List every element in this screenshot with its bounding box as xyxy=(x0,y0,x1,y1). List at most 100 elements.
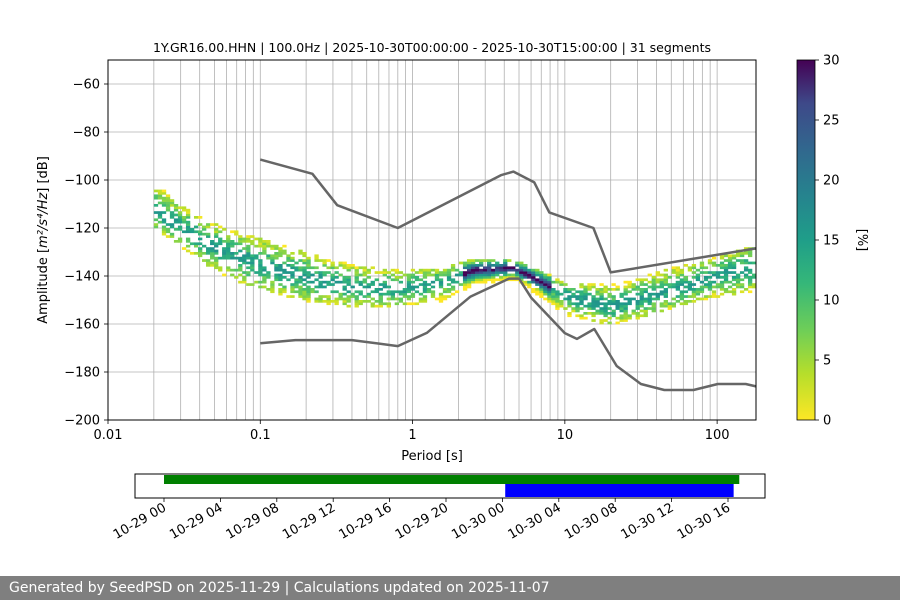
heatmap-cell xyxy=(346,268,351,272)
heatmap-cell xyxy=(699,285,705,289)
heatmap-cell xyxy=(503,271,508,274)
heatmap-cell xyxy=(302,292,307,296)
heatmap-cell xyxy=(173,208,179,212)
heatmap-cell xyxy=(735,273,741,277)
high-noise-model-line xyxy=(259,158,757,274)
heatmap-cell xyxy=(306,276,311,279)
heatmap-cell xyxy=(711,256,717,260)
heatmap-cell xyxy=(491,278,496,282)
heatmap-cell xyxy=(751,276,757,279)
heatmap-cell xyxy=(422,290,428,294)
heatmap-cell xyxy=(234,230,239,234)
heatmap-cell xyxy=(527,285,532,289)
heatmap-cell xyxy=(639,295,644,298)
heatmap-cell xyxy=(254,254,259,258)
heatmap-cell xyxy=(250,264,255,267)
heatmap-cell xyxy=(503,259,508,262)
heatmap-cell xyxy=(322,273,327,277)
heatmap-cell xyxy=(619,319,624,322)
heatmap-cell xyxy=(655,280,660,284)
heatmap-cell xyxy=(446,276,452,279)
heatmap-cell xyxy=(599,321,604,325)
heatmap-cell xyxy=(282,276,287,279)
heatmap-cell xyxy=(242,237,247,241)
heatmap-cell xyxy=(747,252,753,255)
heatmap-cell xyxy=(246,249,251,253)
heatmap-cell xyxy=(495,266,500,270)
heatmap-cell xyxy=(390,292,396,296)
heatmap-cell xyxy=(635,278,640,282)
heatmap-cell xyxy=(318,276,323,279)
heatmap-cell xyxy=(286,271,291,274)
heatmap-cell xyxy=(218,256,223,260)
heatmap-cell xyxy=(262,276,267,279)
heatmap-cell xyxy=(274,264,279,267)
heatmap-cell xyxy=(362,268,367,272)
heatmap-cell xyxy=(354,302,359,306)
heatmap-cell xyxy=(651,297,656,301)
heatmap-cell xyxy=(675,285,681,289)
heatmap-cell xyxy=(346,283,351,286)
heatmap-cell xyxy=(663,290,668,294)
heatmap-cell xyxy=(386,292,391,296)
heatmap-cell xyxy=(719,271,725,274)
heatmap-cell xyxy=(434,273,440,277)
heatmap-cell xyxy=(543,278,548,282)
heatmap-cell xyxy=(731,254,737,258)
heatmap-cell xyxy=(422,276,428,279)
heatmap-cell xyxy=(719,264,725,267)
heatmap-cell xyxy=(511,273,516,277)
heatmap-cell xyxy=(274,273,279,277)
heatmap-cell xyxy=(503,268,508,272)
heatmap-cell xyxy=(230,242,235,246)
heatmap-cell xyxy=(495,273,500,277)
heatmap-cell xyxy=(330,261,335,265)
heatmap-cell xyxy=(711,295,717,298)
heatmap-cell xyxy=(627,290,632,294)
heatmap-cell xyxy=(246,256,251,260)
heatmap-cell xyxy=(250,259,255,262)
heatmap-cell xyxy=(157,189,163,193)
heatmap-cell xyxy=(747,290,753,294)
heatmap-cell xyxy=(226,235,231,238)
heatmap-cell xyxy=(523,276,528,279)
heatmap-cell xyxy=(314,297,319,301)
heatmap-cell xyxy=(185,249,191,253)
heatmap-cell xyxy=(591,283,596,286)
heatmap-cell xyxy=(434,278,440,282)
heatmap-cell xyxy=(611,312,616,315)
heatmap-cell xyxy=(370,283,375,286)
heatmap-cell xyxy=(442,295,448,298)
heatmap-cell xyxy=(466,268,472,272)
heatmap-cell xyxy=(487,268,492,272)
heatmap-cell xyxy=(575,297,580,301)
heatmap-cell xyxy=(246,252,251,255)
heatmap-cell xyxy=(282,268,287,272)
heatmap-cell xyxy=(543,276,548,279)
heatmap-cell xyxy=(189,242,195,246)
heatmap-cell xyxy=(354,297,359,301)
heatmap-cell xyxy=(302,283,307,286)
heatmap-cell xyxy=(214,264,219,267)
heatmap-cell xyxy=(711,273,717,277)
heatmap-cell xyxy=(579,300,584,303)
heatmap-cell xyxy=(282,288,287,291)
heatmap-cell xyxy=(238,259,243,262)
heatmap-cell xyxy=(374,290,379,294)
heatmap-cell xyxy=(575,295,580,298)
heatmap-cell xyxy=(306,266,311,270)
heatmap-cell xyxy=(290,259,295,262)
heatmap-cell xyxy=(470,273,476,277)
heatmap-cell xyxy=(679,271,685,274)
heatmap-cell xyxy=(262,252,267,255)
heatmap-cell xyxy=(286,264,291,267)
heatmap-cell xyxy=(258,266,263,270)
heatmap-cell xyxy=(390,268,396,272)
heatmap-cell xyxy=(382,302,387,306)
heatmap-cell xyxy=(430,292,436,296)
heatmap-cell xyxy=(703,266,709,270)
heatmap-cell xyxy=(358,283,363,286)
heatmap-cell xyxy=(366,285,371,289)
heatmap-cell xyxy=(462,288,468,291)
heatmap-cell xyxy=(177,218,183,222)
